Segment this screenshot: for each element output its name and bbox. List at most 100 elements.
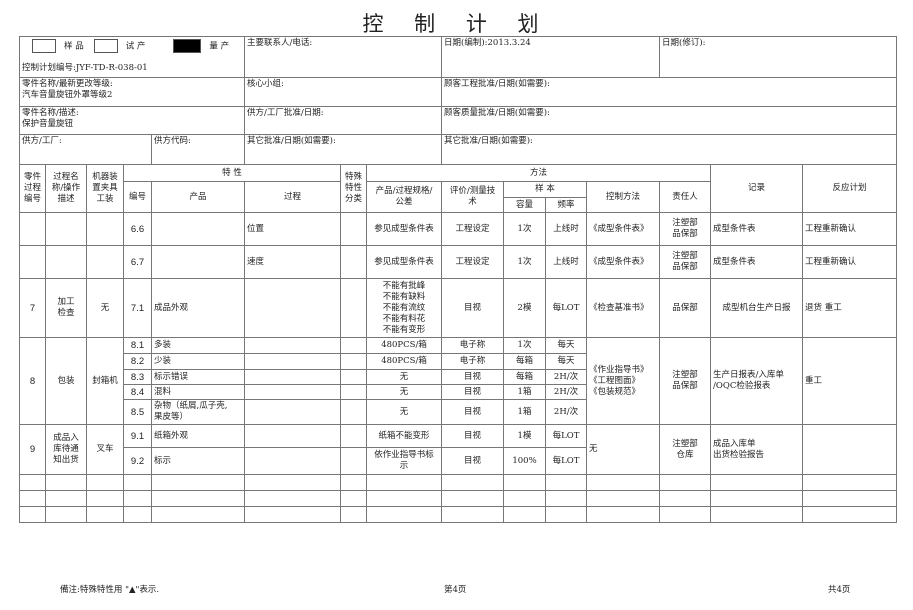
cell-control: 《成型条件表》	[586, 212, 661, 246]
plan-number: 控制计划编号:JYF-TD-R-038-01	[22, 63, 148, 73]
trial-checkbox[interactable]	[93, 39, 118, 53]
empty-cell	[545, 490, 588, 507]
cell-eval: 工程设定	[441, 245, 505, 279]
cell-size: 1次	[503, 245, 547, 279]
empty-cell	[45, 506, 87, 523]
empty-cell	[503, 474, 547, 491]
empty-cell	[19, 490, 46, 507]
cell-record: 生产日报表/入库单 /OQC检验报表	[710, 337, 804, 425]
table-row: 8.3 标示错误 无目视 每箱 2H/次	[20, 369, 897, 385]
cell-eval: 电子称	[441, 353, 505, 370]
cell-reaction: 工程重新确认	[802, 212, 898, 246]
col-record: 记录	[710, 164, 804, 213]
col-process-name: 过程名 称/操作 描述	[45, 164, 87, 213]
production-checkbox[interactable]	[173, 39, 202, 53]
cell-size: 2模	[503, 278, 547, 338]
cell-control: 《成型条件表》	[586, 245, 661, 279]
cell-spec: 不能有批峰 不能有缺料 不能有流纹 不能有料花 不能有变形	[365, 278, 443, 338]
cell-product: 多装	[151, 337, 245, 354]
cell-spec: 参见成型条件表	[365, 245, 443, 279]
col-characteristics: 特 性	[123, 164, 341, 182]
col-product: 产品	[151, 181, 245, 213]
cell-no: 8	[19, 337, 46, 425]
cell-size: 每箱	[503, 369, 547, 385]
cell-name: 包装	[45, 337, 87, 425]
cell-control: 《作业指导书》 《工程图面》 《包装规范》	[586, 337, 661, 425]
cell-special	[340, 384, 367, 400]
empty-cell	[710, 490, 804, 507]
empty-cell	[86, 490, 124, 507]
cell-process: 速度	[244, 245, 341, 279]
col-owner: 责任人	[659, 181, 712, 213]
empty-cell	[151, 474, 245, 491]
cell-special	[340, 337, 367, 354]
page-total: 共4页	[828, 585, 851, 595]
empty-cell	[244, 490, 341, 507]
col-reaction: 反应计划	[802, 164, 898, 213]
cell-record: 成型机台生产日报	[710, 278, 804, 338]
cell-owner: 品保部	[659, 278, 712, 338]
cell-spec: 480PCS/箱	[365, 353, 443, 370]
supplier-code-field: 供方代码:	[151, 134, 245, 165]
cell-name: 加工 检查	[45, 278, 87, 338]
cell-spec: 依作业指导书标 示	[365, 447, 443, 475]
cell-process	[244, 337, 341, 354]
cell-no: 7	[19, 278, 46, 338]
cell-special	[340, 424, 367, 448]
core-team-field: 核心小组:	[243, 77, 443, 107]
cell-freq: 每LOT	[545, 278, 588, 338]
empty-cell	[19, 506, 46, 523]
empty-cell	[802, 474, 898, 491]
cell-control: 无	[586, 424, 661, 475]
cell-special	[340, 447, 367, 475]
empty-cell	[123, 506, 152, 523]
cell-id: 8.1	[123, 337, 152, 354]
cell-freq: 2H/次	[545, 384, 588, 400]
cell-product: 混料	[151, 384, 245, 400]
cell-machine: 无	[86, 278, 124, 338]
cell-id: 8.4	[123, 384, 152, 400]
cell-id: 8.2	[123, 353, 152, 370]
col-methods: 方法	[365, 164, 712, 182]
part-number-field: 零件名称/最新更改等级: 汽车音量旋钮外罩等级2	[19, 77, 245, 107]
cell-name	[45, 212, 87, 246]
col-sample: 样 本	[503, 181, 588, 198]
cell-no	[19, 212, 46, 246]
col-freq: 频率	[545, 197, 588, 213]
cell-size: 1次	[503, 212, 547, 246]
col-spec: 产品/过程规格/ 公差	[365, 181, 443, 213]
sample-checkbox[interactable]	[32, 39, 56, 53]
empty-cell	[710, 474, 804, 491]
empty-cell	[340, 474, 367, 491]
table-row: 6.6 位置 参见成型条件表 工程设定 1次 上线时 《成型条件表》 注塑部 品保部 成型条件表…	[19, 212, 898, 246]
empty-cell	[151, 490, 245, 507]
col-machine: 机器装 置夹具 工装	[86, 164, 124, 213]
cell-size: 1箱	[503, 399, 547, 425]
empty-cell	[802, 490, 898, 507]
empty-cell	[659, 506, 712, 523]
date-created-field: 日期(编制):2013.3.24	[441, 36, 661, 78]
cell-id: 8.5	[123, 399, 152, 425]
cell-reaction	[802, 424, 898, 475]
empty-cell	[45, 490, 87, 507]
plan-type-cell: 样 品 试 产 量 产控制计划编号:JYF-TD-R-038-01	[19, 36, 245, 78]
cell-product: 标示错误	[151, 369, 245, 385]
col-eval: 评价/测量技 术	[441, 181, 505, 213]
production-label: 量 产	[209, 41, 230, 52]
cell-freq: 2H/次	[545, 399, 588, 425]
empty-cell	[340, 490, 367, 507]
cell-machine	[86, 212, 124, 246]
cell-special	[340, 278, 367, 338]
empty-cell	[586, 474, 661, 491]
cell-freq: 上线时	[545, 212, 588, 246]
cell-reaction: 退货 重工	[802, 278, 898, 338]
cell-no	[19, 245, 46, 279]
table-row: 7 加工 检查无 7.1 成品外观 不能有批峰 不能有缺料 不能有流纹 不能有料花 不能…	[19, 278, 898, 338]
cell-spec: 480PCS/箱	[365, 337, 443, 354]
cell-machine	[86, 245, 124, 279]
empty-cell	[503, 490, 547, 507]
supplier-field: 供方/工厂:	[19, 134, 152, 165]
cell-eval: 目视	[441, 369, 505, 385]
cell-product	[151, 245, 245, 279]
other-approval-field-2: 其它批准/日期(如需要):	[441, 134, 898, 165]
